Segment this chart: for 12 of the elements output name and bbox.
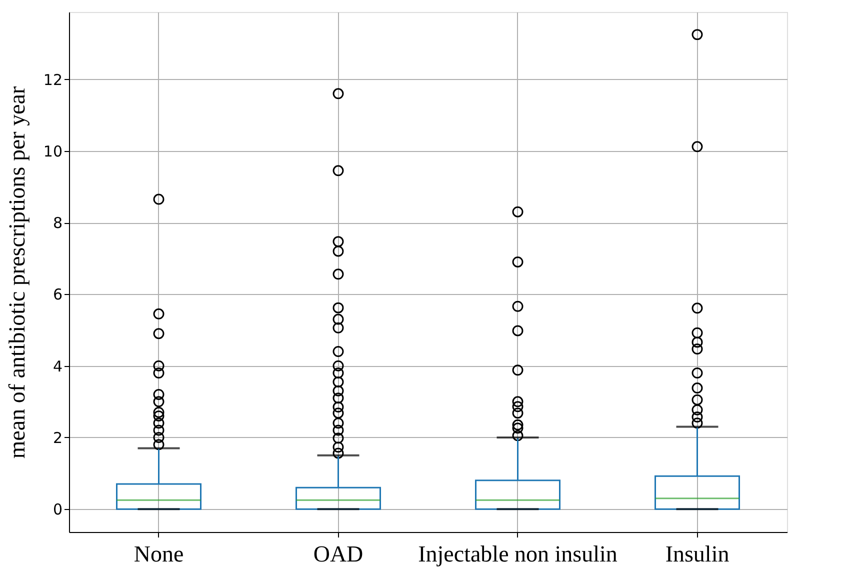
y-tick-label: 4 <box>52 357 62 376</box>
y-tick-label: 12 <box>43 70 62 89</box>
x-tick-label: OAD <box>313 542 364 566</box>
y-tick-label: 10 <box>43 142 62 160</box>
y-tick-label: 0 <box>52 500 62 519</box>
x-tick-label: Injectable non insulin <box>418 542 618 566</box>
y-tick-label: 8 <box>52 214 62 232</box>
y-tick-label: 6 <box>52 286 62 304</box>
y-tick-label: 2 <box>52 428 62 447</box>
y-axis-title: mean of antibiotic prescriptions per year <box>4 86 30 459</box>
x-tick-label: Insulin <box>665 542 730 566</box>
x-tick-label: None <box>134 542 184 566</box>
